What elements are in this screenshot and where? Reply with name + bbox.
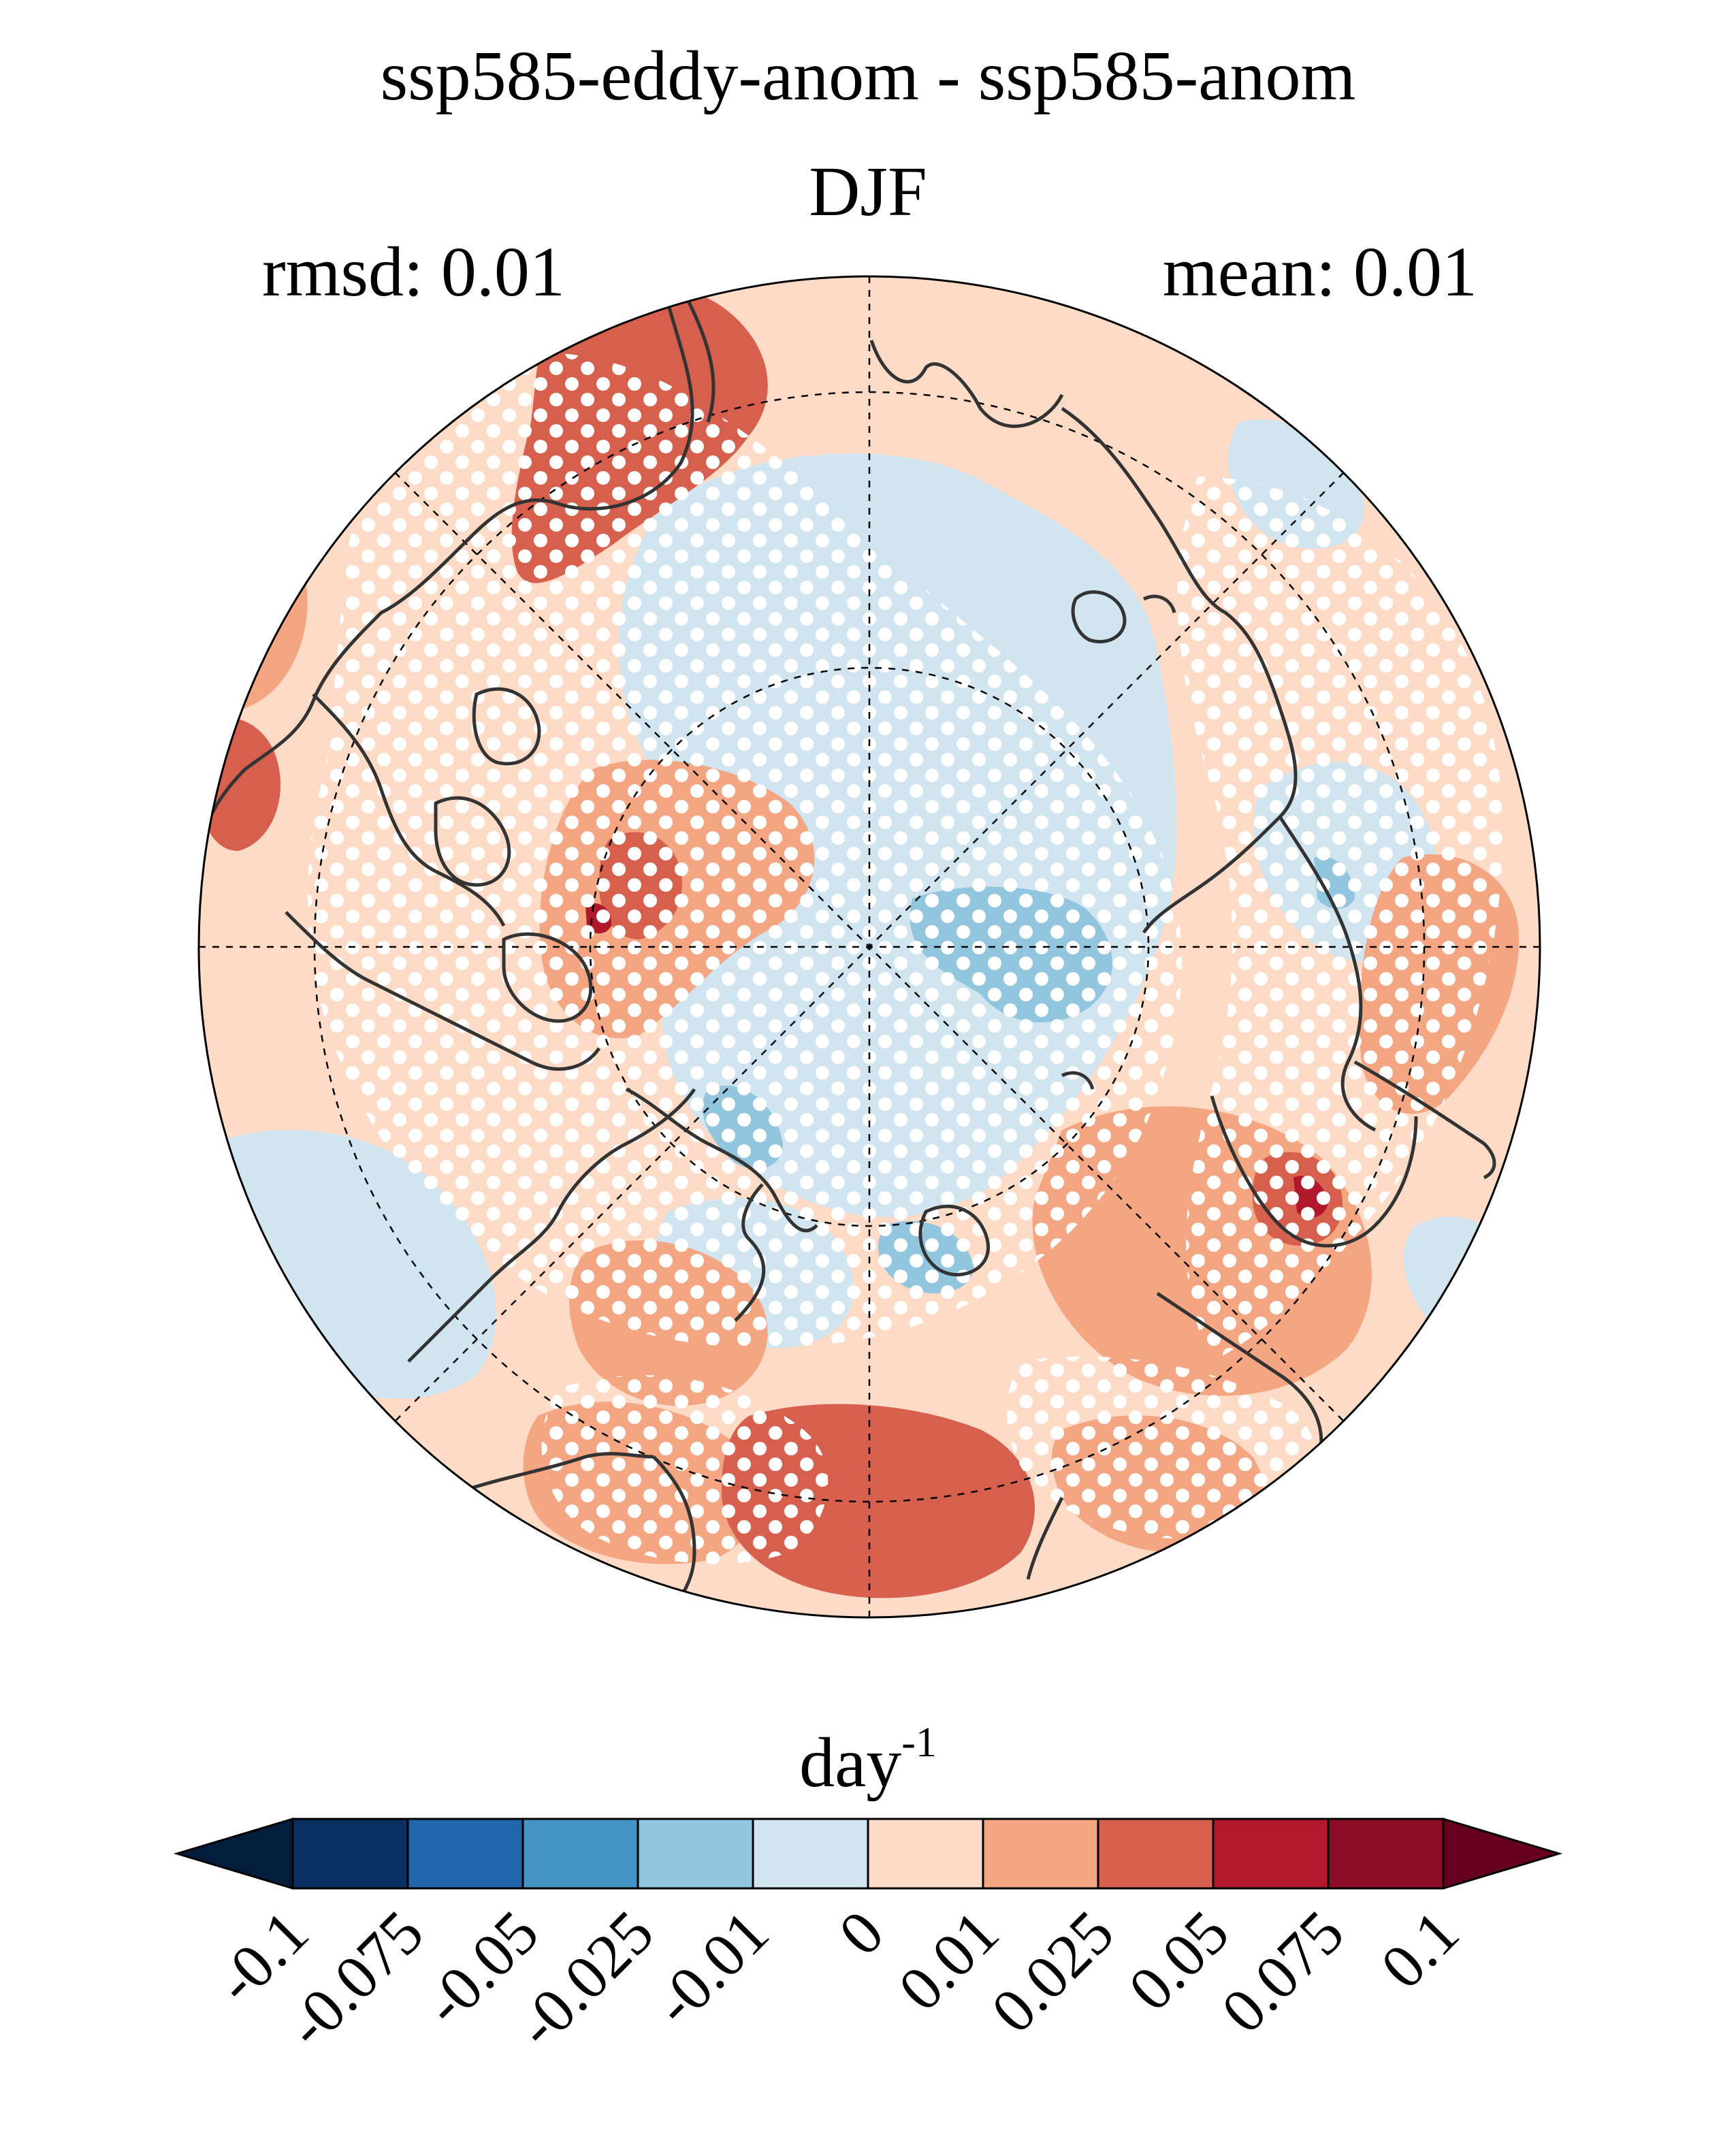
- colorbar-segment: [1097, 1818, 1215, 1890]
- colorbar-tick-label: 0.025: [978, 1897, 1127, 2046]
- colorbar-tick-label: 0: [825, 1897, 897, 1969]
- colorbar-segment: [521, 1818, 639, 1890]
- colorbar-segment: [637, 1818, 754, 1890]
- colorbar-tick-label: -0.025: [503, 1897, 666, 2061]
- colorbar-segment: [406, 1818, 524, 1890]
- colorbar-tick-label: -0.01: [641, 1897, 782, 2039]
- polar-map: [197, 275, 1541, 1619]
- colorbar-tick-label: -0.075: [273, 1897, 436, 2061]
- mean-label: mean: 0.01: [1162, 233, 1477, 311]
- colorbar-tick-label: 0.075: [1208, 1897, 1357, 2046]
- colorbar-segment: [982, 1818, 1099, 1890]
- season-label: DJF: [809, 152, 927, 231]
- colorbar-segment: [867, 1818, 984, 1890]
- significance-stippling: [541, 1375, 829, 1564]
- colorbar-segment: [752, 1818, 869, 1890]
- colorbar-underflow-triangle: [173, 1817, 294, 1890]
- graticule: [199, 276, 1540, 1617]
- significance-stippling: [1007, 1356, 1315, 1539]
- colorbar-segment: [1327, 1818, 1445, 1890]
- colorbar-unit-label: day-1: [799, 1720, 937, 1802]
- colorbar-tick-label: 0.1: [1368, 1897, 1472, 2001]
- colorbar-overflow-triangle: [1442, 1817, 1563, 1890]
- rmsd-label: rmsd: 0.01: [262, 233, 565, 311]
- coastlines: [199, 298, 1496, 1615]
- colorbar-segment: [1212, 1818, 1330, 1890]
- map-boundary: [197, 275, 1541, 1619]
- colorbar-segment: [291, 1818, 409, 1890]
- significance-stippling: [308, 352, 1183, 1348]
- map-title: ssp585-eddy-anom - ssp585-anom: [380, 37, 1356, 115]
